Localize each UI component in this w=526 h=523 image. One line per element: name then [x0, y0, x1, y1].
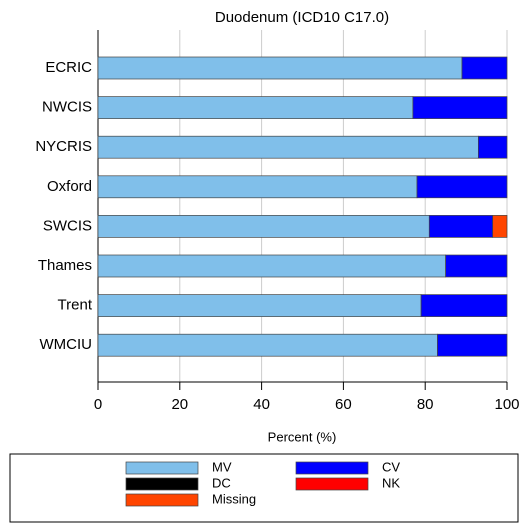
bar-segment	[416, 175, 508, 199]
legend-swatch	[295, 461, 369, 475]
x-tick-label: 20	[171, 396, 188, 413]
legend-swatch	[125, 493, 199, 507]
bar-segment	[437, 333, 508, 357]
bar-segment	[420, 294, 508, 317]
legend-label: MV	[212, 459, 232, 474]
x-tick-label: 100	[494, 396, 519, 413]
bar-segment	[97, 56, 463, 80]
bar-segment	[445, 254, 508, 278]
bar-segment	[97, 254, 446, 278]
legend-label: NK	[382, 475, 400, 490]
y-tick-label: ECRIC	[45, 59, 92, 76]
x-tick-label: 80	[417, 396, 434, 413]
x-tick-label: 0	[94, 396, 102, 413]
legend-swatch	[125, 477, 199, 491]
legend-label: DC	[212, 475, 231, 490]
y-tick-label: NYCRIS	[35, 138, 92, 155]
legend-swatch	[125, 461, 199, 475]
legend-box	[9, 453, 519, 523]
bar-segment	[97, 294, 422, 317]
x-axis-label: Percent (%)	[268, 429, 337, 444]
bar-segment	[97, 175, 418, 199]
legend-label: Missing	[212, 491, 256, 506]
y-tick-label: Oxford	[47, 178, 92, 195]
bar-segment	[412, 96, 508, 119]
y-tick-label: Trent	[58, 297, 93, 314]
legend-label: CV	[382, 459, 400, 474]
y-tick-label: WMCIU	[40, 336, 93, 353]
y-tick-label: SWCIS	[43, 217, 92, 234]
bar-segment	[428, 215, 494, 238]
bar-segment	[478, 135, 508, 159]
y-tick-label: NWCIS	[42, 99, 92, 116]
bar-segment	[97, 96, 414, 119]
bar-segment	[461, 56, 508, 80]
bar-segment	[97, 215, 430, 238]
bar-segment	[97, 135, 479, 159]
legend-swatch	[295, 477, 369, 491]
chart-title: Duodenum (ICD10 C17.0)	[215, 9, 389, 26]
bar-segment	[97, 333, 438, 357]
y-tick-label: Thames	[38, 257, 92, 274]
bar-segment	[492, 215, 508, 238]
x-tick-label: 60	[335, 396, 352, 413]
x-tick-label: 40	[253, 396, 270, 413]
